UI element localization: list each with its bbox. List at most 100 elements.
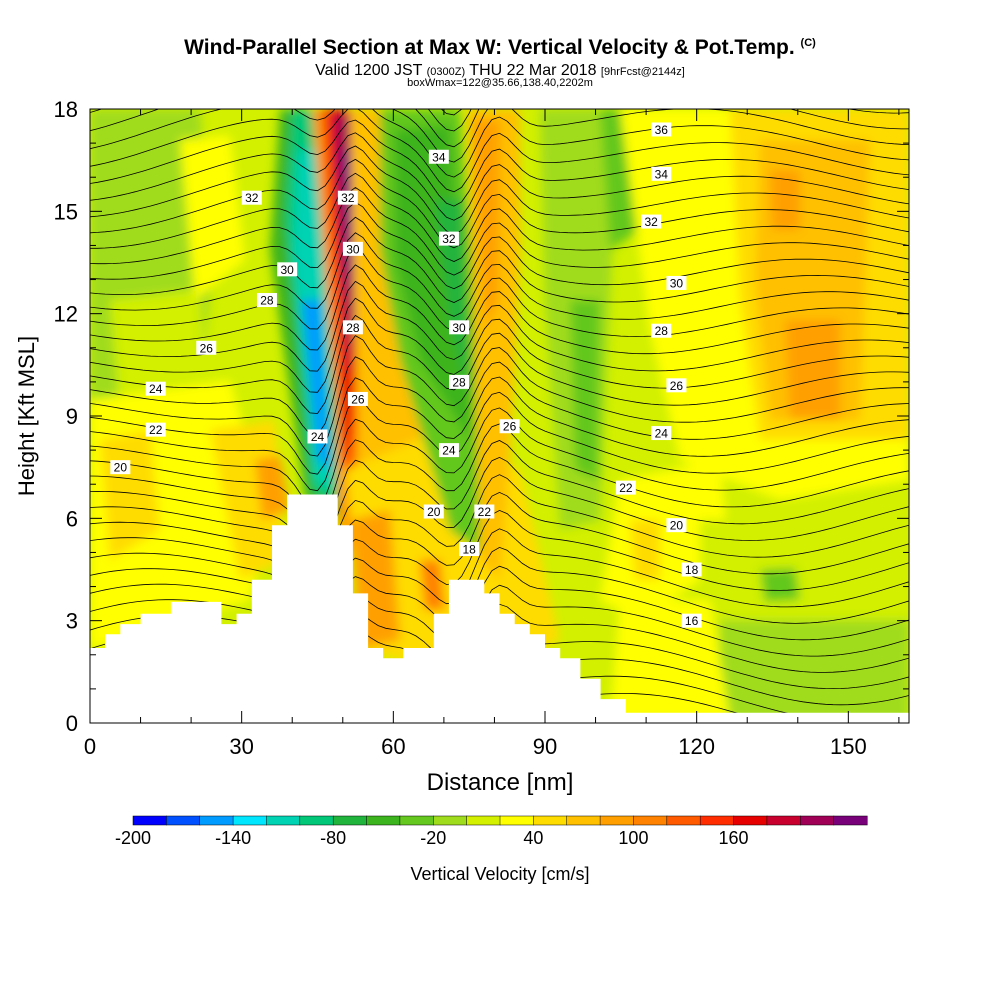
x-axis-label: Distance [nm] bbox=[427, 769, 574, 796]
theta-isoline bbox=[90, 546, 909, 625]
theta-label: 30 bbox=[449, 320, 470, 335]
theta-isoline bbox=[90, 216, 909, 303]
colorbar-tick-label: -80 bbox=[320, 828, 346, 848]
theta-label-text: 30 bbox=[452, 321, 466, 335]
theta-label-text: 20 bbox=[114, 461, 128, 475]
theta-isoline bbox=[90, 109, 909, 193]
theta-label: 32 bbox=[438, 231, 459, 246]
theta-label: 32 bbox=[337, 190, 358, 205]
colorbar-swatch bbox=[566, 815, 601, 826]
theta-isoline bbox=[90, 356, 909, 457]
theta-isoline bbox=[90, 474, 909, 570]
y-tick-label: 18 bbox=[54, 97, 78, 122]
theta-label: 36 bbox=[651, 122, 672, 137]
theta-label: 20 bbox=[110, 460, 131, 475]
theta-label: 20 bbox=[423, 504, 444, 519]
theta-label-text: 36 bbox=[655, 123, 669, 137]
theta-label: 26 bbox=[499, 419, 520, 434]
colorbar-swatch bbox=[299, 815, 334, 826]
theta-label: 22 bbox=[474, 504, 495, 519]
theta-isoline bbox=[90, 172, 909, 262]
colorbar-swatch bbox=[232, 815, 268, 826]
theta-label: 24 bbox=[307, 429, 328, 444]
theta-isoline bbox=[90, 391, 909, 492]
theta-label: 22 bbox=[615, 480, 636, 495]
theta-label-text: 22 bbox=[149, 423, 163, 437]
colorbar-swatch bbox=[132, 815, 167, 826]
colorbar-label: Vertical Velocity [cm/s] bbox=[410, 864, 589, 884]
y-tick-label: 15 bbox=[54, 199, 78, 224]
theta-label-text: 26 bbox=[200, 341, 214, 355]
theta-label-text: 28 bbox=[346, 321, 360, 335]
colorbar-swatch bbox=[733, 815, 768, 826]
theta-isoline bbox=[90, 232, 909, 320]
theta-isoline bbox=[90, 297, 909, 393]
theta-label: 26 bbox=[196, 340, 217, 355]
theta-label-text: 30 bbox=[346, 242, 360, 256]
y-tick-label: 9 bbox=[66, 404, 78, 429]
theta-label: 28 bbox=[651, 323, 672, 338]
theta-label-text: 24 bbox=[655, 427, 669, 441]
theta-label-text: 22 bbox=[478, 505, 492, 519]
theta-label: 30 bbox=[277, 262, 298, 277]
theta-label-text: 26 bbox=[351, 392, 365, 406]
theta-isoline bbox=[90, 376, 909, 475]
theta-isoline bbox=[90, 132, 909, 221]
y-tick-label: 12 bbox=[54, 302, 78, 327]
colorbar-swatch bbox=[433, 815, 468, 826]
theta-label: 26 bbox=[347, 391, 368, 406]
colorbar-swatch bbox=[332, 815, 368, 826]
theta-label: 30 bbox=[342, 241, 363, 256]
theta-label-text: 22 bbox=[619, 481, 633, 495]
chart-subtitle: Valid 1200 JST (0300Z) THU 22 Mar 2018 [… bbox=[315, 62, 685, 79]
theta-label-text: 20 bbox=[427, 505, 441, 519]
theta-label-text: 32 bbox=[442, 232, 456, 246]
colorbar-swatch bbox=[199, 815, 234, 826]
colorbar-swatch bbox=[366, 815, 401, 826]
theta-label: 28 bbox=[449, 374, 470, 389]
x-tick-label: 150 bbox=[830, 734, 867, 759]
terrain-mask bbox=[90, 494, 909, 723]
colorbar-tick-label: -140 bbox=[215, 828, 251, 848]
colorbar-swatch bbox=[633, 815, 668, 826]
theta-label-text: 18 bbox=[462, 543, 476, 557]
theta-isoline bbox=[90, 584, 909, 662]
colorbar-swatch bbox=[699, 815, 735, 826]
y-tick-label: 0 bbox=[66, 711, 78, 736]
theta-isoline bbox=[90, 528, 909, 612]
theta-label: 16 bbox=[681, 613, 702, 628]
colorbar-swatch bbox=[800, 815, 835, 826]
colorbar-swatch bbox=[166, 815, 201, 826]
colorbar-swatch bbox=[666, 815, 701, 826]
theta-isoline bbox=[90, 440, 909, 540]
theta-isoline bbox=[90, 109, 909, 178]
theta-label: 30 bbox=[666, 275, 687, 290]
theta-label: 20 bbox=[666, 518, 687, 533]
theta-isoline bbox=[90, 423, 909, 524]
theta-label: 34 bbox=[651, 166, 672, 181]
chart-box-info: boxWmax=122@35.66,138.40,2202m bbox=[407, 77, 593, 89]
theta-isoline bbox=[90, 509, 909, 598]
theta-label: 24 bbox=[145, 381, 166, 396]
theta-isoline bbox=[440, 109, 463, 116]
colorbar: -200 -140 -80 -20 40 100 160 bbox=[115, 815, 868, 848]
theta-label-text: 28 bbox=[260, 294, 274, 308]
theta-isoline bbox=[90, 264, 909, 355]
theta-isoline bbox=[90, 109, 909, 163]
theta-label: 28 bbox=[342, 320, 363, 335]
theta-isoline bbox=[90, 456, 909, 555]
theta-label: 28 bbox=[256, 293, 277, 308]
y-axis: 0 36 9 12 15 18 bbox=[54, 97, 909, 736]
theta-label-text: 16 bbox=[685, 614, 699, 628]
theta-label-text: 34 bbox=[432, 150, 446, 164]
x-tick-label: 90 bbox=[533, 734, 557, 759]
theta-isoline bbox=[90, 565, 909, 643]
colorbar-swatch bbox=[833, 815, 868, 826]
theta-label-text: 30 bbox=[280, 263, 294, 277]
theta-isoline bbox=[90, 248, 909, 337]
theta-label-text: 28 bbox=[655, 324, 669, 338]
theta-label-text: 26 bbox=[503, 420, 517, 434]
theta-isoline bbox=[90, 407, 909, 508]
theta-label: 32 bbox=[241, 190, 262, 205]
